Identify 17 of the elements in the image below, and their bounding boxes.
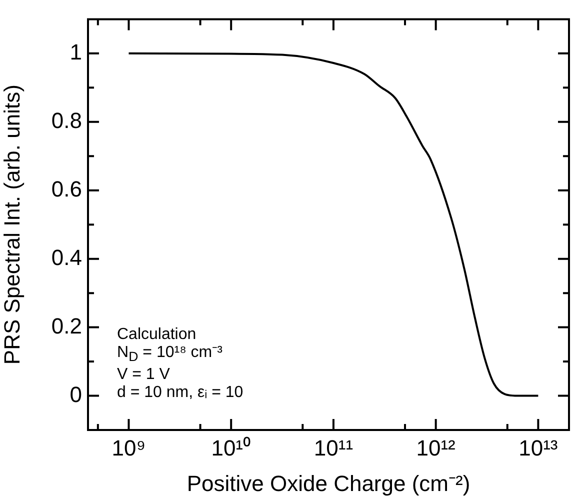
annotation: V = 1 V	[117, 366, 171, 384]
x-tick-label: 10¹²	[416, 435, 456, 460]
y-tick-label: 0.8	[51, 108, 82, 133]
x-tick-label: 10¹³	[518, 435, 558, 460]
annotation: d = 10 nm, εᵢ = 10	[117, 384, 244, 402]
y-tick-label: 0.2	[51, 313, 82, 338]
annotation: Calculation	[117, 326, 198, 344]
x-tick-label: 10⁹	[112, 435, 146, 460]
x-axis-title: Positive Oxide Charge (cm⁻²)	[186, 470, 470, 496]
x-tick-label: 10¹⁰	[211, 435, 251, 460]
annotation: N$_{D}$ = 10¹⁸ cm⁻³	[117, 344, 224, 366]
y-tick-label: 0.6	[51, 176, 82, 202]
y-tick-label: 0.4	[51, 244, 82, 270]
y-tick-label: 0	[70, 382, 82, 407]
x-tick-label: 10¹¹	[314, 435, 354, 460]
y-axis-title: PRS Spectral Int. (arb. units)	[0, 84, 24, 365]
y-tick-label: 1	[70, 39, 82, 64]
